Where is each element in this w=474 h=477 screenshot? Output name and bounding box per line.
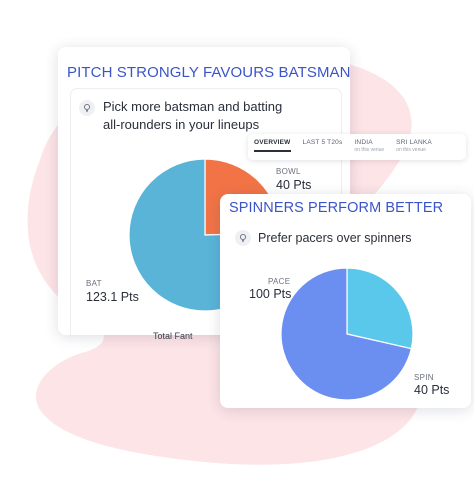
pace-spin-pie-chart (281, 268, 413, 400)
pace-slice (281, 268, 413, 400)
venue-tab-bar: OVERVIEW LAST 5 T20s INDIA on this venue… (248, 134, 466, 160)
bat-value: 123.1 Pts (86, 290, 139, 304)
tab-india-sub: on this venue (354, 147, 385, 153)
bat-label: BAT (86, 279, 102, 288)
tab-last-5-t20s-label: LAST 5 T20s (302, 139, 343, 146)
spinners-tip-text: Prefer pacers over spinners (258, 231, 412, 245)
total-fantasy-points-footer: Total Fant (153, 331, 193, 341)
tab-overview-label: OVERVIEW (254, 139, 291, 146)
lightbulb-icon (235, 230, 251, 246)
pace-label: PACE (268, 277, 291, 286)
tab-india[interactable]: INDIA on this venue (354, 139, 384, 153)
tab-sri-lanka-label: SRI LANKA (396, 139, 432, 146)
spin-slice (346, 268, 413, 350)
spin-label: SPIN (414, 373, 434, 382)
lightbulb-icon (79, 100, 95, 116)
tab-overview[interactable]: OVERVIEW (254, 139, 291, 152)
pitch-tip-text: Pick more batsman and batting all-rounde… (103, 99, 283, 132)
spin-value: 40 Pts (414, 383, 450, 397)
tab-last-5-t20s[interactable]: LAST 5 T20s (303, 139, 343, 146)
pitch-card-title: PITCH STRONGLY FAVOURS BATSMAN (67, 64, 350, 81)
tab-sri-lanka[interactable]: SRI LANKA on this venue (396, 139, 432, 153)
tab-sri-lanka-sub: on this venue (396, 147, 426, 153)
spinners-tip: Prefer pacers over spinners (235, 229, 465, 247)
bowl-value: 40 Pts (276, 178, 312, 192)
spinners-card-title: SPINNERS PERFORM BETTER (229, 200, 444, 216)
pitch-tip: Pick more batsman and batting all-rounde… (79, 98, 299, 134)
tab-india-label: INDIA (354, 139, 373, 146)
bowl-label: BOWL (276, 167, 301, 176)
pace-value: 100 Pts (249, 287, 292, 301)
